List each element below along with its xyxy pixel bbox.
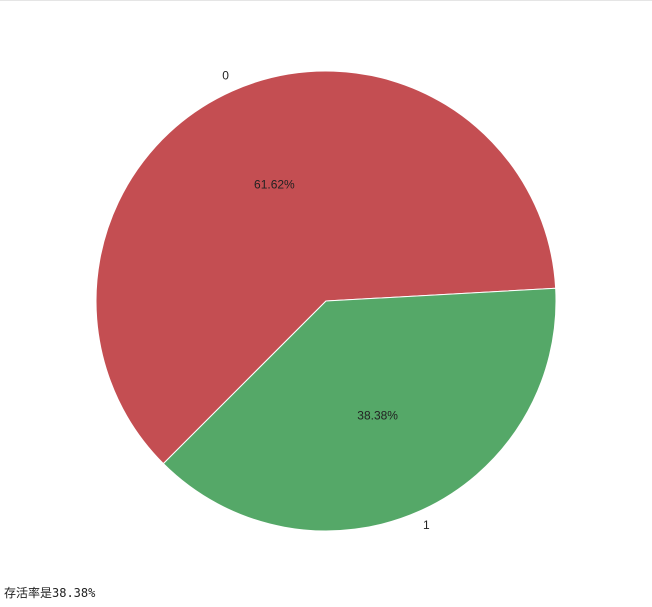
slice-label-0: 0 xyxy=(222,69,229,83)
caption-text: 存活率是38.38% xyxy=(4,584,95,601)
slice-label-1: 1 xyxy=(423,518,430,532)
pct-label-0: 61.62% xyxy=(254,178,295,192)
pct-label-1: 38.38% xyxy=(357,409,398,423)
pie-chart: 61.62% 0 38.38% 1 xyxy=(0,1,652,577)
pie-svg: 61.62% 0 38.38% 1 xyxy=(0,1,652,577)
